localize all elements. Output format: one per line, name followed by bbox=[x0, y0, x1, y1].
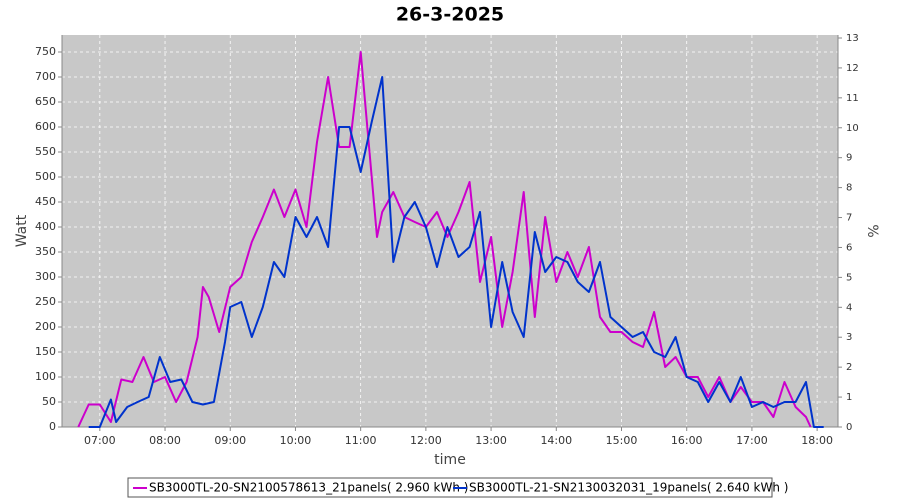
series-line bbox=[77, 51, 812, 428]
y2-tick-label: 0 bbox=[846, 422, 852, 433]
legend-label: SB3000TL-20-SN2100578613_21panels( 2.960… bbox=[149, 481, 468, 495]
y-tick-label: 600 bbox=[35, 120, 56, 133]
y-tick-label: 550 bbox=[35, 145, 56, 158]
y-tick-label: 0 bbox=[49, 420, 56, 433]
y-tick-label: 100 bbox=[35, 370, 56, 383]
x-tick-label: 08:00 bbox=[149, 434, 181, 447]
x-tick-label: 13:00 bbox=[475, 434, 507, 447]
y2-tick-label: 9 bbox=[846, 153, 852, 164]
y2-tick-label: 6 bbox=[846, 242, 852, 253]
y2-tick-label: 11 bbox=[846, 93, 859, 104]
x-axis-label: time bbox=[434, 452, 466, 468]
y2-tick-label: 3 bbox=[846, 332, 852, 343]
y2-tick-label: 8 bbox=[846, 183, 852, 194]
series-line bbox=[88, 76, 824, 428]
y-tick-label: 250 bbox=[35, 295, 56, 308]
x-tick-label: 17:00 bbox=[736, 434, 768, 447]
y-tick-label: 400 bbox=[35, 220, 56, 233]
x-tick-label: 15:00 bbox=[606, 434, 638, 447]
y2-tick-label: 13 bbox=[846, 33, 859, 44]
y-tick-label: 150 bbox=[35, 345, 56, 358]
y-tick-label: 300 bbox=[35, 270, 56, 283]
y2-tick-label: 2 bbox=[846, 362, 852, 373]
x-tick-label: 16:00 bbox=[671, 434, 703, 447]
y-tick-label: 350 bbox=[35, 245, 56, 258]
y-tick-label: 650 bbox=[35, 95, 56, 108]
x-tick-label: 07:00 bbox=[84, 434, 116, 447]
y-tick-label: 200 bbox=[35, 320, 56, 333]
chart-title: 26-3-2025 bbox=[396, 4, 504, 26]
y2-axis-label: % bbox=[864, 224, 880, 237]
y-tick-label: 750 bbox=[35, 45, 56, 58]
x-tick-label: 12:00 bbox=[410, 434, 442, 447]
x-tick-label: 10:00 bbox=[280, 434, 312, 447]
y-tick-label: 450 bbox=[35, 195, 56, 208]
legend-label: SB3000TL-21-SN2130032031_19panels( 2.640… bbox=[469, 481, 788, 495]
y2-tick-label: 12 bbox=[846, 63, 859, 74]
legend-box bbox=[127, 477, 773, 498]
x-tick-label: 18:00 bbox=[801, 434, 833, 447]
y-tick-label: 50 bbox=[42, 395, 56, 408]
x-tick-label: 11:00 bbox=[345, 434, 377, 447]
x-tick-label: 09:00 bbox=[214, 434, 246, 447]
y2-tick-label: 7 bbox=[846, 213, 852, 224]
y-tick-label: 500 bbox=[35, 170, 56, 183]
y-axis-label: Watt bbox=[14, 214, 30, 247]
y2-tick-label: 4 bbox=[846, 302, 852, 313]
y2-tick-label: 1 bbox=[846, 392, 852, 403]
y-tick-label: 700 bbox=[35, 70, 56, 83]
x-tick-label: 14:00 bbox=[540, 434, 572, 447]
y2-tick-label: 5 bbox=[846, 272, 852, 283]
y2-tick-label: 10 bbox=[846, 123, 859, 134]
